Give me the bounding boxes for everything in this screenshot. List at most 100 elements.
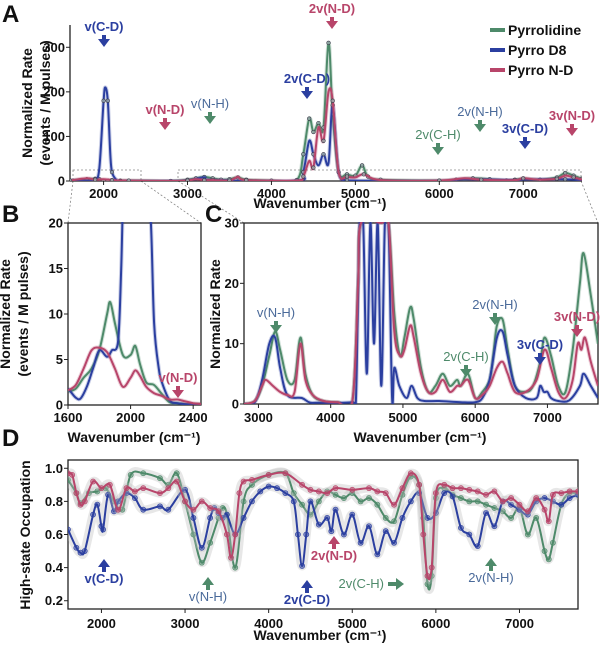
annotation-2v-c-h: 2v(C-H) [415, 127, 461, 155]
annotation-v-n-h: v(N-H) [191, 96, 229, 124]
data-point-pyrro-d8 [399, 515, 406, 521]
panel-a: 2000 3000 4000 5000 6000 7000 0 100 200 300 Wavenu… [19, 1, 595, 211]
data-point-pyrro-n-d [69, 471, 76, 478]
data-point-pyrro-d8 [307, 498, 314, 505]
arrow-up-icon [332, 543, 336, 549]
data-point-pyrro-d8 [295, 531, 301, 538]
arrow-down-icon [570, 124, 574, 129]
x-tick-label: 2000 [89, 186, 118, 201]
data-point-pyrro-n-d [420, 531, 427, 538]
annotation-v-n-d: v(N-D) [146, 102, 185, 130]
data-point-pyrro-n-d [223, 531, 230, 538]
arrow-down-icon [478, 120, 482, 125]
data-point-pyrrolidine [219, 505, 226, 511]
data-point-pyrrolidine [68, 476, 71, 483]
data-point-pyrro-n-d [361, 172, 366, 177]
data-point-pyrrolidine [290, 490, 297, 497]
series-line-pyrro-n-d [68, 346, 201, 405]
data-point-pyrro-n-d [366, 485, 372, 492]
data-point-pyrro-n-d [541, 506, 548, 513]
y-tick-label: 10 [225, 336, 239, 351]
data-point-pyrrolidine [341, 495, 347, 501]
data-point-pyrro-d8 [140, 506, 147, 513]
annotation-label: v(N-H) [257, 305, 295, 320]
data-point-pyrro-n-d [106, 481, 113, 488]
data-point-pyrro-d8 [207, 515, 214, 521]
data-point-pyrrolidine [311, 129, 316, 135]
x-tick-label: 2000 [87, 616, 116, 631]
data-point-pyrro-n-d [483, 491, 489, 498]
arrow-up-icon [202, 577, 214, 585]
data-point-pyrro-d8 [458, 524, 464, 531]
data-point-pyrrolidine [140, 470, 147, 477]
data-point-pyrrolidine [382, 515, 389, 521]
data-point-pyrro-n-d [77, 501, 84, 508]
data-point-pyrro-n-d [244, 178, 249, 181]
data-point-pyrro-d8 [332, 506, 339, 513]
data-point-pyrro-d8 [321, 152, 326, 157]
data-point-pyrro-d8 [157, 503, 163, 510]
guide-line [140, 180, 202, 224]
data-point-pyrro-d8 [105, 491, 112, 498]
annotation-label: 2v(N-H) [457, 104, 503, 119]
y-axis-label: Normalized Rate [19, 48, 35, 158]
y-tick-label: 100 [43, 129, 65, 144]
data-point-pyrrolidine [374, 501, 381, 508]
y-tick-label: 300 [43, 40, 65, 55]
data-point-pyrro-n-d [321, 138, 326, 143]
data-point-pyrro-n-d [282, 470, 289, 477]
annotation-label: 3v(C-D) [517, 337, 563, 352]
annotation-2v-c-h: 2v(C-H) [339, 576, 404, 591]
arrow-down-icon [326, 21, 338, 29]
data-point-pyrro-d8 [558, 501, 565, 508]
arrow-down-icon [159, 122, 171, 130]
data-point-pyrrolidine [207, 539, 214, 546]
y-tick-label: 1.0 [45, 461, 63, 476]
x-tick-label: 5000 [341, 186, 370, 201]
x-tick-label: 3000 [173, 186, 202, 201]
y-axis-label: Normalized Rate [0, 259, 13, 369]
data-point-pyrro-n-d [109, 178, 115, 181]
data-point-pyrro-n-d [157, 490, 163, 497]
data-point-pyrrolidine [424, 581, 431, 588]
data-point-pyrrolidine [301, 152, 306, 157]
data-point-pyrro-d8 [508, 501, 515, 508]
x-axis-label: Wavenumber (cm⁻¹) [254, 627, 387, 643]
annotation-label: 3v(N-D) [549, 108, 595, 123]
y-tick-label: 20 [49, 216, 63, 231]
y-axis-label: (events / M pulses) [15, 251, 31, 376]
annotation-label: v(N-H) [191, 96, 229, 111]
x-tick-label: 3000 [244, 410, 273, 425]
data-point-pyrro-n-d [428, 564, 435, 571]
data-point-pyrro-n-d [98, 485, 105, 492]
arrow-down-icon [489, 317, 501, 325]
data-point-pyrro-n-d [524, 508, 531, 515]
x-tick-label: 1600 [54, 410, 83, 425]
data-point-pyrro-n-d [449, 485, 456, 492]
x-tick-label: 5000 [338, 616, 367, 631]
annotation-label: v(N-D) [146, 102, 185, 117]
panel-b: 1600 2000 2400 0 5 10 15 20 Wavenumber (cm⁻¹) Nor… [0, 216, 208, 446]
annotation-v-c-d: v(C-D) [85, 559, 124, 586]
data-point-pyrro-n-d [382, 490, 389, 497]
data-point-pyrro-d8 [563, 177, 568, 181]
data-point-pyrro-n-d [545, 518, 552, 525]
data-point-pyrro-n-d [207, 505, 214, 511]
series-line-pyrro-n-d [244, 222, 598, 404]
data-point-pyrrolidine [94, 488, 101, 495]
y-tick-label: 0 [58, 174, 65, 189]
arrow-down-icon [330, 17, 334, 22]
data-point-pyrrolidine [315, 498, 322, 505]
annotation-v-n-h: v(N-H) [189, 577, 227, 604]
y-tick-label: 5 [56, 352, 63, 367]
data-point-pyrro-d8 [290, 498, 297, 505]
data-point-pyrro-n-d [236, 490, 243, 497]
arrow-up-icon [328, 536, 340, 544]
legend-label-pyrro-n-d: Pyrro N-D [508, 62, 573, 78]
data-point-pyrro-n-d [344, 174, 350, 179]
arrow-down-icon [474, 124, 486, 132]
data-point-pyrro-n-d [215, 508, 222, 515]
data-point-pyrro-n-d [424, 572, 431, 579]
data-point-pyrrolidine [299, 501, 305, 508]
